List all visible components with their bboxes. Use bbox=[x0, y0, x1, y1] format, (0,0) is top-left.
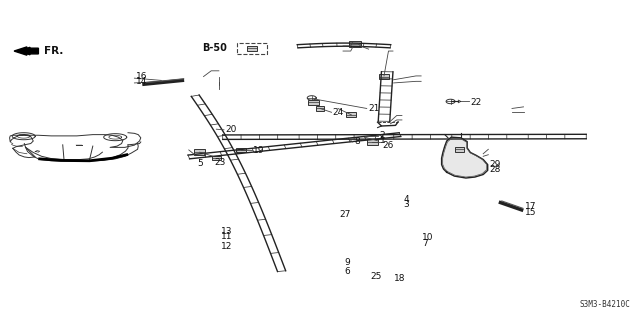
Text: 22: 22 bbox=[470, 98, 482, 107]
Text: 4: 4 bbox=[403, 195, 409, 204]
Text: S3M3-B4210C: S3M3-B4210C bbox=[580, 300, 630, 309]
Text: 11: 11 bbox=[221, 232, 232, 241]
Text: 26: 26 bbox=[383, 141, 394, 150]
Text: 27: 27 bbox=[339, 210, 351, 219]
Text: 6: 6 bbox=[344, 267, 350, 276]
Polygon shape bbox=[442, 137, 488, 178]
Text: 17: 17 bbox=[525, 202, 536, 211]
Text: B-50: B-50 bbox=[202, 43, 227, 54]
Text: 1: 1 bbox=[380, 137, 385, 145]
Text: 10: 10 bbox=[422, 233, 434, 242]
Text: 5: 5 bbox=[197, 159, 203, 168]
Text: 19: 19 bbox=[253, 146, 264, 155]
Text: 23: 23 bbox=[214, 158, 226, 167]
Bar bbox=[455, 147, 464, 152]
Bar bbox=[380, 74, 389, 79]
Text: 28: 28 bbox=[490, 165, 501, 174]
Text: 14: 14 bbox=[136, 77, 147, 86]
Text: 29: 29 bbox=[490, 160, 501, 169]
Bar bbox=[316, 106, 324, 111]
Bar bbox=[346, 112, 356, 117]
Text: 13: 13 bbox=[221, 227, 232, 236]
FancyArrow shape bbox=[221, 46, 229, 51]
Bar bbox=[194, 149, 205, 155]
FancyArrow shape bbox=[14, 47, 38, 55]
Bar bbox=[247, 46, 257, 51]
Text: 2: 2 bbox=[380, 131, 385, 140]
Bar bbox=[211, 156, 221, 160]
Text: FR.: FR. bbox=[44, 46, 63, 56]
Text: 15: 15 bbox=[525, 208, 536, 217]
Bar bbox=[237, 147, 246, 152]
Text: 24: 24 bbox=[333, 108, 344, 117]
Text: 12: 12 bbox=[221, 242, 232, 251]
Bar bbox=[349, 41, 361, 47]
Text: 20: 20 bbox=[225, 125, 237, 134]
Text: 3: 3 bbox=[403, 200, 409, 209]
Text: 8: 8 bbox=[354, 137, 360, 146]
Bar bbox=[367, 139, 378, 145]
Text: 25: 25 bbox=[370, 272, 381, 281]
Text: 21: 21 bbox=[368, 104, 380, 113]
Bar bbox=[308, 100, 319, 105]
Text: 16: 16 bbox=[136, 72, 147, 81]
Text: 9: 9 bbox=[344, 258, 350, 267]
Text: 7: 7 bbox=[422, 239, 428, 248]
Text: 18: 18 bbox=[394, 274, 406, 283]
